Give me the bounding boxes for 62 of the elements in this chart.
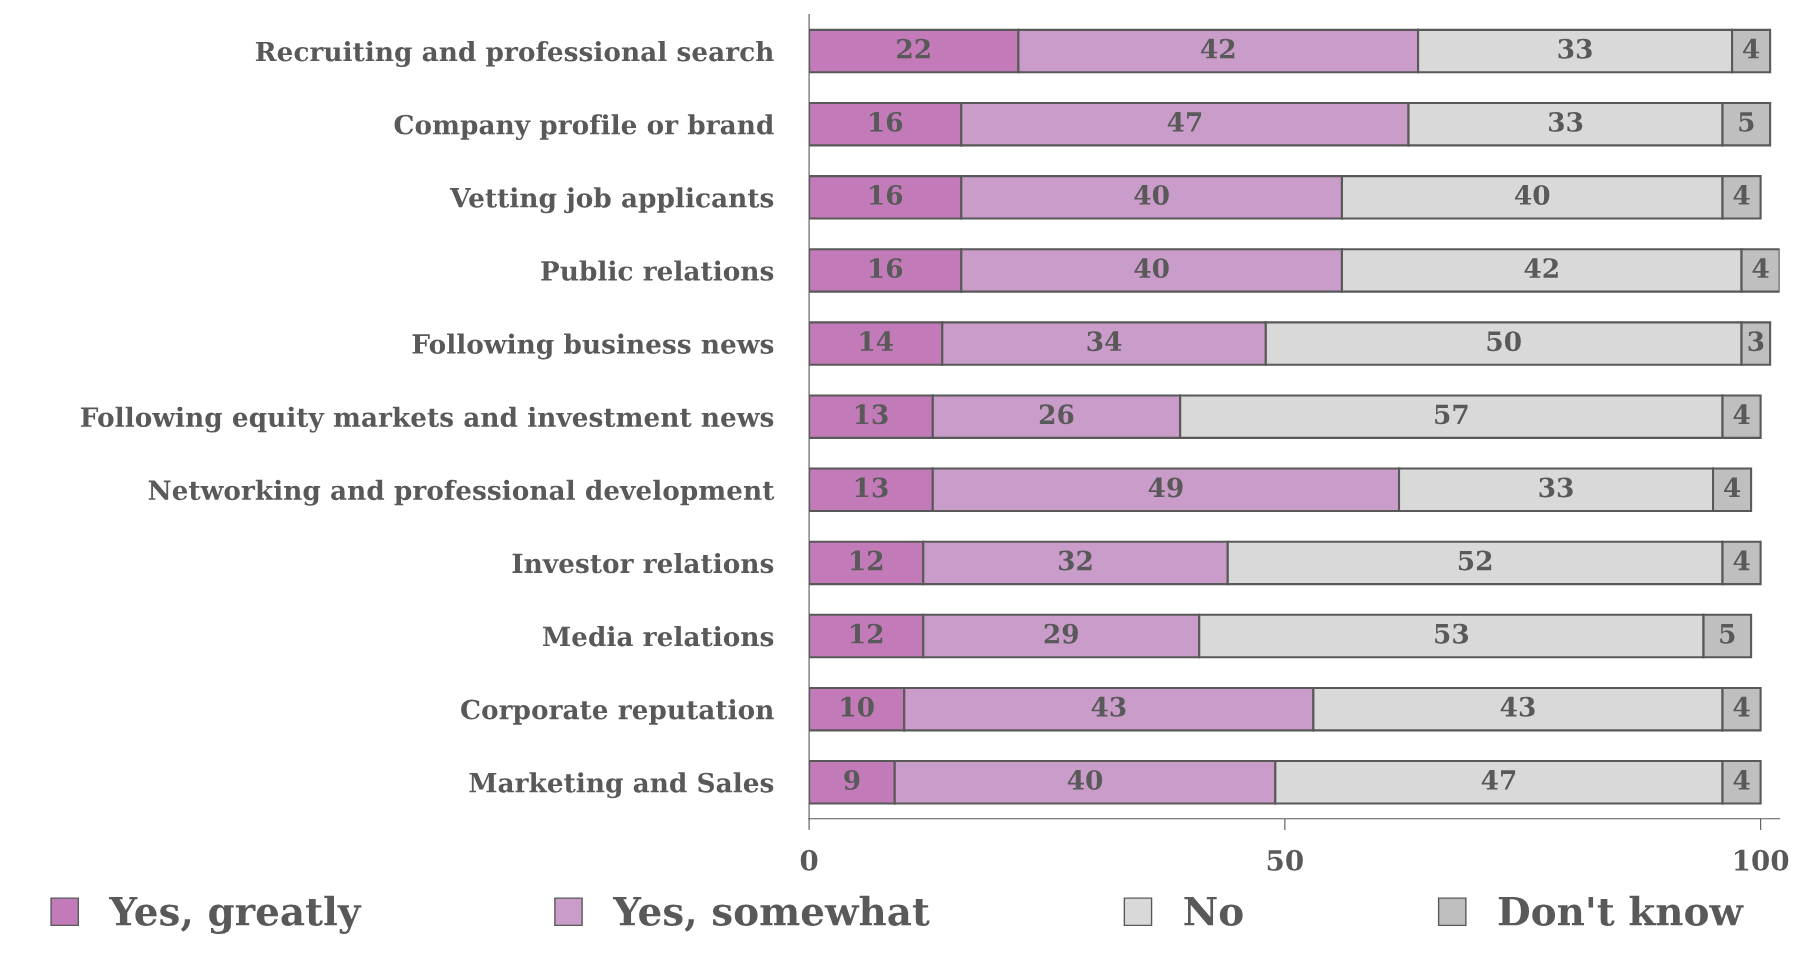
data-label: 33 (1539, 477, 1573, 498)
data-label: 26 (1039, 404, 1074, 425)
y-tick-label: Public relations (541, 260, 774, 281)
data-label: 47 (1167, 111, 1202, 132)
data-label: 4 (1733, 769, 1750, 790)
x-tick-label: 50 (1267, 849, 1303, 871)
legend-label: Yes, greatly (109, 895, 362, 934)
data-label: 16 (870, 111, 903, 132)
data-label: 4 (1733, 550, 1750, 571)
y-tick-label: Following business news (412, 333, 774, 360)
data-label: 22 (897, 38, 930, 59)
data-label: 3 (1748, 331, 1764, 352)
x-tick-label: 100 (1735, 849, 1789, 871)
y-tick-label: Recruiting and professional search (255, 41, 774, 67)
data-label: 32 (1059, 550, 1092, 571)
data-label: 43 (1091, 696, 1126, 717)
data-label: 40 (1134, 258, 1169, 279)
y-tick-label: Networking and professional development (148, 479, 775, 506)
data-label: 42 (1200, 38, 1235, 59)
data-label: 5 (1739, 112, 1754, 132)
data-label: 29 (1044, 623, 1078, 644)
x-tick-label: 0 (800, 849, 818, 871)
data-label: 10 (841, 696, 874, 717)
data-label: 14 (860, 331, 893, 351)
data-label: 13 (855, 477, 888, 498)
data-label: 52 (1458, 550, 1492, 571)
data-label: 9 (844, 769, 860, 790)
data-label: 4 (1733, 696, 1750, 717)
data-label: 4 (1743, 38, 1760, 59)
data-label: 4 (1723, 477, 1741, 498)
data-label: 42 (1524, 258, 1558, 278)
data-label: 16 (870, 185, 903, 205)
data-label: 47 (1481, 769, 1516, 790)
data-label: 49 (1148, 477, 1183, 498)
y-tick-label: Corporate reputation (461, 699, 774, 725)
data-label: 53 (1435, 623, 1469, 644)
data-label: 4 (1752, 258, 1769, 278)
data-label: 12 (851, 623, 883, 644)
data-label: 57 (1435, 404, 1468, 425)
data-label: 40 (1067, 769, 1103, 790)
data-label: 50 (1487, 331, 1521, 352)
legend-label: Yes, somewhat (612, 895, 930, 932)
y-tick-label: Marketing and Sales (469, 772, 774, 799)
y-tick-label: Company profile or brand (394, 114, 774, 141)
y-tick-label: Following equity markets and investment news (81, 406, 774, 433)
data-label: 34 (1087, 331, 1122, 352)
data-label: 4 (1733, 185, 1750, 205)
data-label: 40 (1514, 185, 1550, 205)
data-label: 12 (851, 550, 883, 571)
data-label: 40 (1134, 185, 1169, 205)
data-label: 33 (1558, 38, 1592, 59)
data-label: 16 (870, 258, 903, 279)
y-tick-label: Investor relations (512, 552, 774, 574)
legend-label: No (1184, 897, 1243, 926)
legend-label: Don't know (1498, 895, 1744, 926)
data-label: 4 (1733, 404, 1750, 424)
data-label: 13 (855, 404, 888, 425)
data-label: 33 (1549, 111, 1583, 132)
y-tick-label: Media relations (543, 625, 774, 647)
data-label: 43 (1500, 696, 1535, 717)
y-tick-label: Vetting job applicants (449, 187, 774, 214)
data-label: 5 (1720, 624, 1735, 644)
